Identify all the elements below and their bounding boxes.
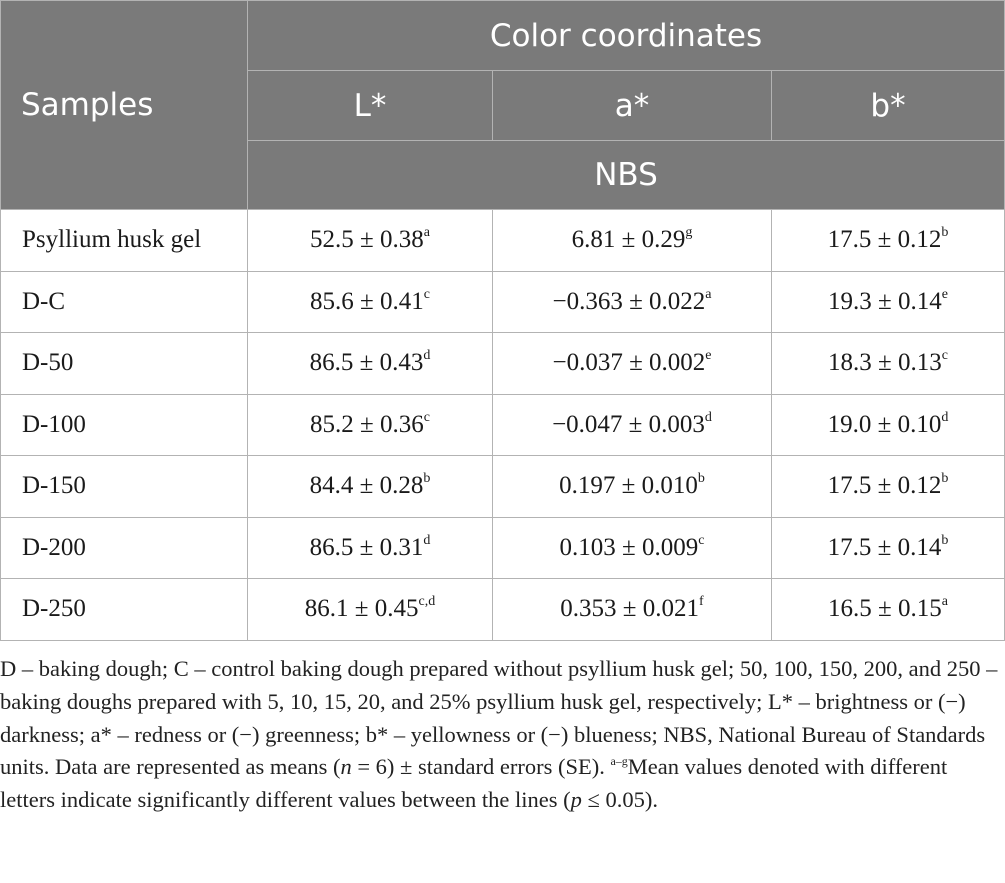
l-value: 85.2 ± 0.36c	[247, 393, 493, 456]
header-a-star: a*	[492, 70, 772, 141]
l-value: 86.5 ± 0.31d	[247, 516, 493, 579]
table-row: D-C 85.6 ± 0.41c −0.363 ± 0.022a 19.3 ± …	[0, 270, 1005, 333]
table-row: D-50 86.5 ± 0.43d −0.037 ± 0.002e 18.3 ±…	[0, 332, 1005, 395]
a-value: −0.047 ± 0.003d	[492, 393, 772, 456]
header-nbs-units: NBS	[247, 140, 1005, 210]
header-l-star: L*	[247, 70, 493, 141]
a-value: 0.353 ± 0.021f	[492, 578, 772, 641]
b-value: 19.3 ± 0.14e	[771, 270, 1005, 333]
sample-name: D-100	[0, 393, 248, 456]
table-row: D-250 86.1 ± 0.45c,d 0.353 ± 0.021f 16.5…	[0, 578, 1005, 641]
l-value: 52.5 ± 0.38a	[247, 209, 493, 272]
l-value: 86.5 ± 0.43d	[247, 332, 493, 395]
l-value: 84.4 ± 0.28b	[247, 455, 493, 518]
table-footnote: D – baking dough; C – control baking dou…	[0, 656, 998, 813]
b-value: 19.0 ± 0.10d	[771, 393, 1005, 456]
l-value: 85.6 ± 0.41c	[247, 270, 493, 333]
header-samples: Samples	[0, 0, 248, 210]
b-value: 17.5 ± 0.12b	[771, 209, 1005, 272]
sample-name: D-250	[0, 578, 248, 641]
sample-name: D-150	[0, 455, 248, 518]
sample-name: Psyllium husk gel	[0, 209, 248, 272]
b-value: 18.3 ± 0.13c	[771, 332, 1005, 395]
a-value: 0.197 ± 0.010b	[492, 455, 772, 518]
table-row: D-150 84.4 ± 0.28b 0.197 ± 0.010b 17.5 ±…	[0, 455, 1005, 518]
table-row: D-200 86.5 ± 0.31d 0.103 ± 0.009c 17.5 ±…	[0, 516, 1005, 579]
a-value: 0.103 ± 0.009c	[492, 516, 772, 579]
sample-name: D-50	[0, 332, 248, 395]
a-value: 6.81 ± 0.29g	[492, 209, 772, 272]
a-value: −0.037 ± 0.002e	[492, 332, 772, 395]
header-color-coordinates: Color coordinates	[247, 0, 1005, 71]
b-value: 17.5 ± 0.14b	[771, 516, 1005, 579]
b-value: 17.5 ± 0.12b	[771, 455, 1005, 518]
sample-name: D-200	[0, 516, 248, 579]
l-value: 86.1 ± 0.45c,d	[247, 578, 493, 641]
a-value: −0.363 ± 0.022a	[492, 270, 772, 333]
color-coordinates-table: Samples Color coordinates L* a* b* NBS P…	[0, 0, 1005, 641]
sample-name: D-C	[0, 270, 248, 333]
header-b-star: b*	[771, 70, 1005, 141]
table-row: Psyllium husk gel 52.5 ± 0.38a 6.81 ± 0.…	[0, 209, 1005, 272]
table-row: D-100 85.2 ± 0.36c −0.047 ± 0.003d 19.0 …	[0, 393, 1005, 456]
b-value: 16.5 ± 0.15a	[771, 578, 1005, 641]
